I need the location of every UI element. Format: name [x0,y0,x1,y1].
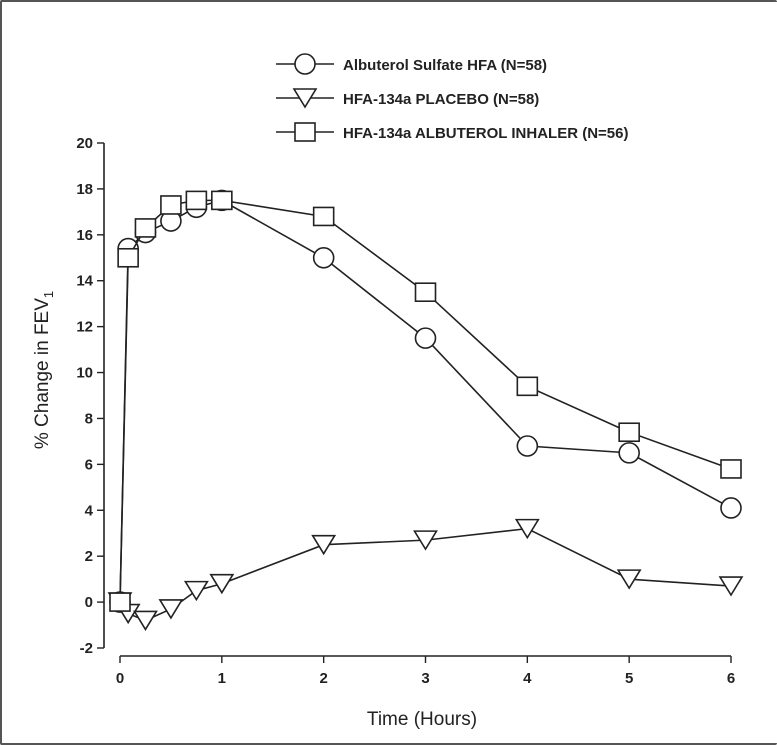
y-tick-label: 16 [76,227,93,244]
legend-entry: HFA-134a ALBUTEROL INHALER (N=56) [276,122,628,142]
data-point-triangle-down [514,518,540,540]
data-point-square [516,376,539,397]
series-layer [107,189,744,631]
x-tick-label: 4 [523,670,532,687]
data-point-circle [312,246,335,269]
x-tick-label: 5 [625,670,633,687]
legend-label: Albuterol Sulfate HFA (N=58) [343,57,547,74]
data-point-circle [516,435,539,457]
y-axis-title-main: % Change in FEV [32,298,53,449]
data-point-circle [720,497,742,519]
y-axis-title-subscript: 1 [41,291,56,298]
data-point-triangle-down [183,580,209,602]
series-square [109,190,742,612]
x-tick-label: 2 [319,670,327,687]
data-point-square [414,282,437,303]
x-axis-title: Time (Hours) [367,709,477,730]
data-point-triangle-down [311,534,337,556]
x-tick-label: 3 [421,670,429,687]
legend-label: HFA-134a ALBUTEROL INHALER (N=56) [343,125,628,142]
y-tick-label: 6 [85,456,93,473]
data-point-square [185,190,208,211]
data-point-circle [618,442,640,464]
legend-label: HFA-134a PLACEBO (N=58) [343,91,539,108]
data-point-square [312,206,335,227]
y-tick-label: 18 [76,181,93,198]
data-point-square [720,459,742,479]
x-tick-label: 0 [116,670,124,687]
data-point-square [160,195,182,215]
legend-marker-triangle-down [292,88,318,109]
x-tick-label: 1 [218,670,226,687]
data-point-square [109,592,131,612]
data-point-square [134,218,157,238]
y-tick-label: 20 [76,135,93,152]
y-axis-title: % Change in FEV1 [32,291,56,449]
data-point-triangle-down [413,530,438,551]
series-triangle-down [107,518,744,631]
y-tick-label: 14 [76,273,93,290]
legend-marker-square [294,122,316,142]
y-tick-label: 0 [85,594,93,611]
data-point-square [211,190,233,211]
y-tick-label: 4 [85,502,94,519]
data-point-square [117,247,139,268]
legend-entry: Albuterol Sulfate HFA (N=58) [276,53,547,75]
data-point-circle [414,327,437,349]
legend-entry: HFA-134a PLACEBO (N=58) [276,88,539,109]
y-tick-label: 2 [85,548,93,565]
y-tick-label: 12 [76,319,93,336]
y-tick-label: 8 [85,410,93,427]
data-point-triangle-down [133,610,158,631]
data-point-triangle-down [718,576,744,597]
y-tick-label: -2 [80,640,93,657]
data-point-triangle-down [209,573,235,595]
data-point-triangle-down [616,569,642,590]
data-point-square [618,422,640,443]
y-tick-label: 10 [76,365,93,382]
data-point-triangle-down [158,599,184,620]
legend-marker-circle [294,53,316,75]
legend: Albuterol Sulfate HFA (N=58) HFA-134a PLA… [276,53,628,142]
x-tick-label: 6 [727,670,735,687]
